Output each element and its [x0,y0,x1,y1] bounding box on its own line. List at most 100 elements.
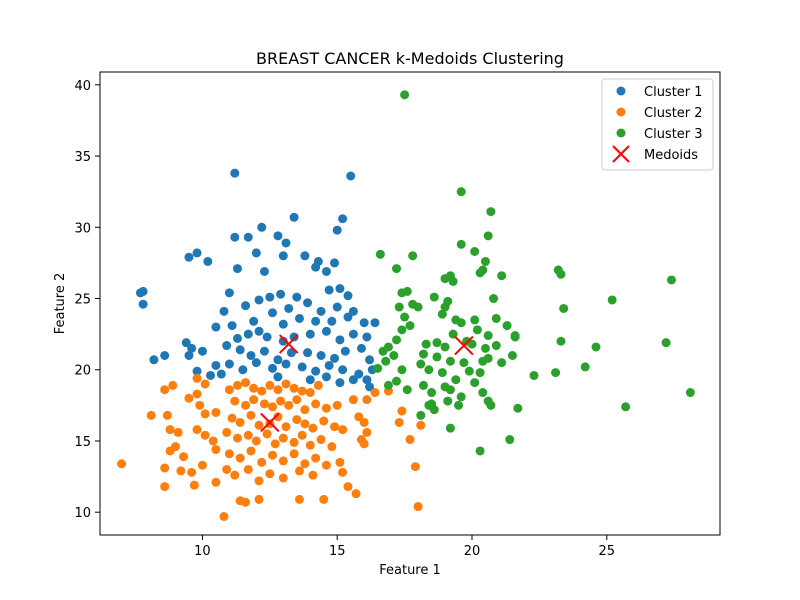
data-point [230,396,240,406]
data-point [556,269,566,279]
data-point [478,388,488,398]
data-point [241,301,251,311]
data-point [324,285,334,295]
data-point [375,249,385,259]
data-point [262,332,272,342]
data-point [308,470,318,480]
data-point [392,335,402,345]
data-point [416,410,426,420]
data-point [413,502,423,512]
data-point [189,480,199,490]
data-point [418,349,428,359]
data-point [319,416,329,426]
data-point [192,389,202,399]
legend: Cluster 1 Cluster 2 Cluster 3 Medoids [601,78,714,171]
legend-item: Cluster 2 [616,106,703,121]
data-point [443,396,453,406]
data-point [607,295,617,305]
data-point [373,363,383,373]
data-point [365,382,375,392]
legend-item: Cluster 1 [616,85,703,100]
data-point [321,403,331,413]
data-point [259,346,269,356]
data-point [427,388,437,398]
data-point [208,436,218,446]
data-point [448,276,458,286]
data-point [257,386,267,396]
data-point [348,306,358,316]
data-point [211,322,221,332]
data-point [370,318,380,328]
data-point [502,321,512,331]
data-point [192,248,202,258]
axis-ticks: 10 15 20 25 10 15 20 25 30 35 40 [74,79,615,559]
data-point [305,440,315,450]
data-point [365,355,375,365]
medoid-marker [278,334,299,354]
data-point [348,329,358,339]
data-point [249,395,259,405]
data-point [273,372,283,382]
data-point [192,425,202,435]
data-point [359,439,369,449]
data-point [270,439,280,449]
data-point [273,231,283,241]
data-point [268,363,278,373]
data-point [332,400,342,410]
data-point [281,379,291,389]
data-point [507,350,517,360]
data-point [440,274,450,284]
data-point [160,482,170,492]
data-point [383,380,393,390]
data-point [232,380,242,390]
legend-item: Cluster 3 [616,127,703,142]
data-point [416,420,426,430]
data-point [456,239,466,249]
data-point [184,252,194,262]
data-point [330,422,340,432]
data-point [486,207,496,217]
data-point [343,482,353,492]
data-point [254,295,264,305]
data-point [211,477,221,487]
data-point [470,315,480,325]
data-point [440,302,450,312]
data-point [394,302,404,312]
legend-box [601,78,714,171]
data-point [262,429,272,439]
data-point [235,453,245,463]
data-point [160,385,170,395]
medoid-marker [454,335,474,356]
data-point [405,435,415,445]
data-point [324,360,334,370]
data-point [117,459,127,469]
data-point [259,399,269,409]
data-point [278,473,288,483]
data-point [162,410,172,420]
data-point [340,346,350,356]
data-point [268,450,278,460]
legend-item: Medoids [612,145,698,163]
data-point [321,326,331,336]
data-point [278,251,288,261]
data-point [273,385,283,395]
data-point [292,395,302,405]
data-point [359,318,369,328]
data-point [483,331,493,341]
data-point [356,343,366,353]
data-point [472,325,482,335]
data-point [483,353,493,363]
data-point [362,332,372,342]
data-point [222,464,232,474]
data-point [216,369,226,379]
data-point [405,321,415,331]
y-tick-label: 35 [74,150,91,165]
data-point [251,358,261,368]
data-point [284,400,294,410]
data-point [510,331,520,341]
data-point [224,288,234,298]
data-point [397,288,407,298]
data-point [219,511,229,521]
data-point [456,187,466,197]
data-point [300,405,310,415]
